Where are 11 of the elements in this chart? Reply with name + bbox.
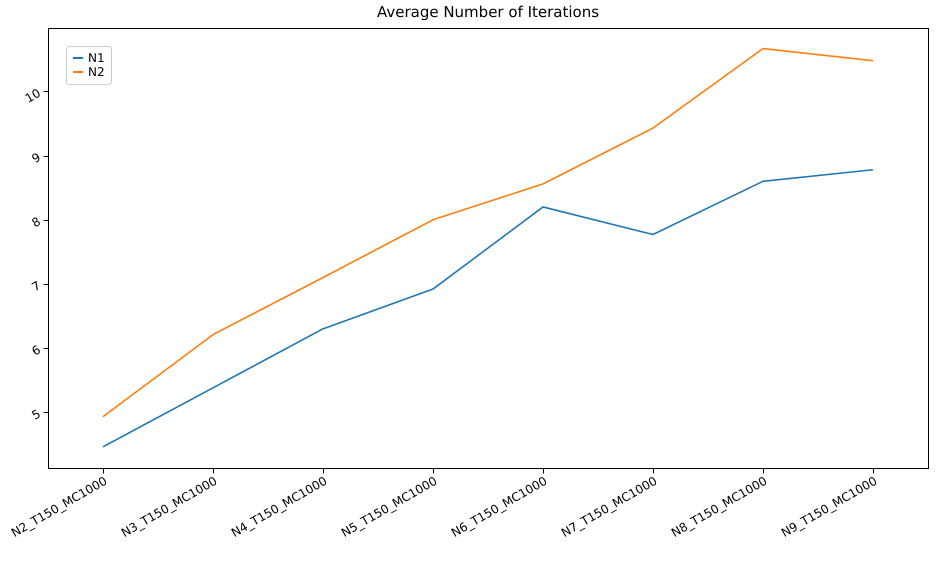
line-series (102, 48, 874, 418)
y-tick-label: 9 (29, 150, 43, 166)
legend-label: N2 (88, 65, 105, 79)
legend-label: N1 (88, 51, 105, 65)
y-tick-label: 8 (29, 214, 43, 230)
y-tick-label: 7 (29, 278, 43, 294)
y-tick-label: 10 (22, 86, 43, 106)
line-series (102, 168, 874, 448)
chart-title: Average Number of Iterations (376, 3, 600, 21)
y-tick-label: 5 (29, 406, 43, 423)
y-tick-label: 6 (29, 342, 43, 358)
